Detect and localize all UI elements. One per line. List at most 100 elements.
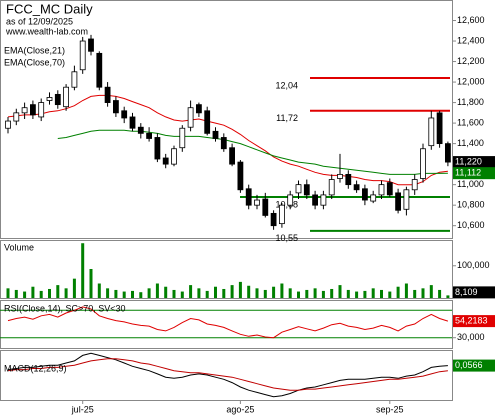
ema-line xyxy=(57,129,448,175)
volume-bar xyxy=(313,288,317,298)
y-tick-label: 12,400 xyxy=(457,35,485,45)
legend-entry: EMA(Close,70) xyxy=(4,57,65,67)
y-tick-label: 12,200 xyxy=(457,56,485,66)
level-label: 11,72 xyxy=(276,113,298,123)
candle-body xyxy=(21,107,28,114)
chart-title: FCC_MC Daily xyxy=(6,1,93,16)
candle-body xyxy=(270,212,277,227)
volume-bar xyxy=(371,288,375,298)
volume-bar xyxy=(72,278,76,298)
volume-bar xyxy=(114,289,118,298)
volume-bar xyxy=(106,288,110,298)
candle-body xyxy=(337,173,343,179)
candle-body xyxy=(171,148,177,165)
candle-body xyxy=(287,194,294,206)
volume-bar xyxy=(6,288,10,298)
y-tick-label: 10,600 xyxy=(457,220,485,230)
volume-bar xyxy=(56,285,60,298)
volume-bar xyxy=(355,291,359,298)
candle-body xyxy=(187,107,194,128)
volume-bar xyxy=(214,286,217,298)
volume-bar xyxy=(263,289,267,298)
candle-body xyxy=(63,86,69,108)
x-tick-label: jul-25 xyxy=(71,404,94,414)
y-tick-label: 10,800 xyxy=(457,200,485,210)
volume-bar xyxy=(31,286,35,298)
x-tick-label: ago-25 xyxy=(226,404,254,414)
volume-bar xyxy=(338,285,342,298)
volume-bar xyxy=(39,290,43,298)
candle-body xyxy=(220,137,227,150)
y-tick-label: 11,000 xyxy=(457,179,484,189)
value-tag-label: 8,109 xyxy=(455,287,478,297)
volume-bar xyxy=(388,291,392,298)
volume-bar xyxy=(81,243,85,298)
candle-body xyxy=(303,184,310,196)
y-tick-label: 11,800 xyxy=(457,97,484,107)
y-tick-label: 12,600 xyxy=(457,15,485,25)
candle-body xyxy=(428,117,435,147)
volume-bar xyxy=(380,289,383,298)
volume-bar xyxy=(155,283,159,298)
volume-bar xyxy=(139,292,143,298)
volume-bar xyxy=(64,288,68,298)
value-tag-label: 54,2183 xyxy=(455,315,488,325)
volume-bar xyxy=(238,281,242,298)
volume-bar xyxy=(180,291,184,298)
candle-body xyxy=(137,126,144,134)
candle-body xyxy=(436,112,443,145)
candle-body xyxy=(395,192,402,211)
candle-body xyxy=(295,184,302,194)
x-tick-label: sep-25 xyxy=(376,404,404,414)
volume-bar xyxy=(122,291,126,298)
candle-body xyxy=(46,97,53,101)
value-tag xyxy=(453,315,495,328)
value-tag-label: 11,220 xyxy=(455,156,482,166)
macd-line xyxy=(7,352,448,398)
volume-bar xyxy=(363,290,367,298)
candle-body xyxy=(79,40,86,71)
rsi-line xyxy=(7,306,449,339)
level-label: 12,04 xyxy=(275,80,298,90)
candle-body xyxy=(378,184,385,196)
volume-bar xyxy=(330,288,334,298)
y-tick-label: 11,400 xyxy=(457,138,484,148)
candle-body xyxy=(113,100,119,114)
y-tick-label: 30,000 xyxy=(457,332,485,342)
candle-body xyxy=(254,199,260,206)
candle-body xyxy=(229,147,236,165)
candle-body xyxy=(361,188,368,201)
value-tag xyxy=(453,167,495,180)
volume-bar xyxy=(305,289,309,298)
level-label: 10,55 xyxy=(275,233,298,243)
candle-body xyxy=(121,110,128,119)
candle-body xyxy=(312,194,319,206)
volume-bar xyxy=(89,269,93,298)
candle-body xyxy=(5,120,11,129)
level-label: 10,88 xyxy=(275,199,298,209)
y-tick-label: 12,000 xyxy=(457,76,485,86)
candle-body xyxy=(328,179,335,196)
volume-bar xyxy=(97,283,101,298)
volume-bar xyxy=(48,288,51,298)
candle-body xyxy=(403,189,410,210)
volume-bar xyxy=(205,290,209,298)
candle-body xyxy=(278,204,285,225)
y-tick-label: 11,600 xyxy=(457,117,484,127)
candle-body xyxy=(13,112,20,122)
plot-layer: 12,600 12,400 12,200 12,000 11,800 11,600 11,4… xyxy=(0,15,495,414)
volume-panel xyxy=(0,240,453,299)
candle-body xyxy=(29,104,36,116)
volume-bar xyxy=(23,291,27,298)
volume-bar xyxy=(255,288,259,298)
panel-title: MACD(12,26,9) xyxy=(4,363,67,373)
candle-body xyxy=(444,143,451,163)
candle-body xyxy=(386,182,393,196)
volume-bar xyxy=(396,286,400,298)
volume-bar xyxy=(438,289,442,298)
candle-body xyxy=(245,188,252,206)
candle-body xyxy=(96,52,103,88)
volume-bar xyxy=(280,283,284,298)
volume-bar xyxy=(172,289,176,298)
